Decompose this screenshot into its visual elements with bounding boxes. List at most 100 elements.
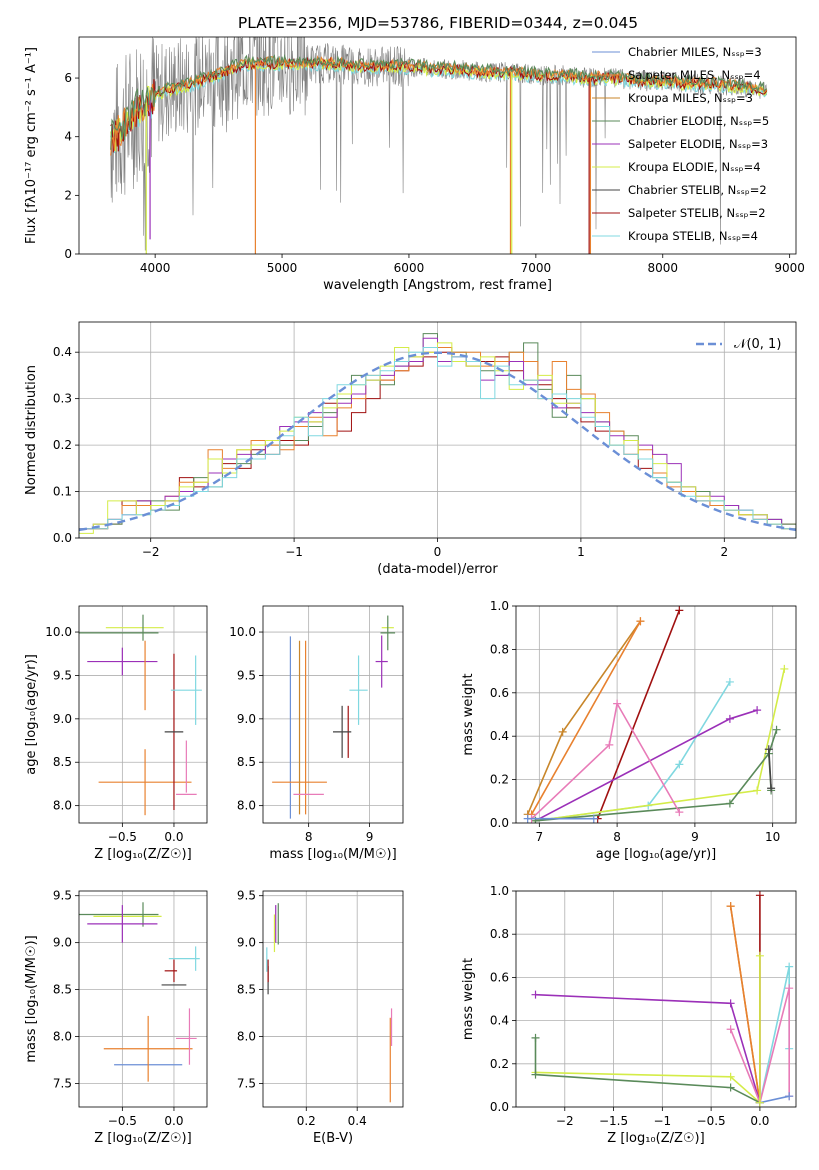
x-tick-label: 8 — [613, 830, 621, 844]
x-tick-label: −2 — [142, 545, 160, 559]
legend-label: Salpeter ELODIE, Nₛₛₚ=3 — [628, 137, 768, 151]
plus-marker — [726, 1025, 735, 1034]
figure-title: PLATE=2356, MJD=53786, FIBERID=0344, z=0… — [238, 14, 638, 32]
panel-spectrum: 4000 5000 6000 7000 8000 9000 0 2 4 6 wavelength [… — [24, 36, 805, 293]
x-tick-label: −0.5 — [697, 1114, 726, 1128]
x-tick-label: 9000 — [774, 261, 805, 275]
plus-marker — [558, 727, 567, 736]
plus-marker — [726, 902, 735, 911]
plus-marker — [755, 951, 764, 960]
mass-weight-series — [729, 988, 791, 1106]
y-tick-label: 8.5 — [237, 983, 256, 997]
plus-marker — [785, 1092, 794, 1101]
y-tick-label: 10.0 — [45, 625, 72, 639]
plus-marker — [636, 617, 645, 626]
plus-marker — [725, 799, 734, 808]
y-tick-label: 0 — [64, 247, 72, 261]
x-tick-label: 6000 — [394, 261, 425, 275]
x-tick-label: 0.0 — [164, 1114, 183, 1128]
plus-marker — [785, 962, 794, 971]
x-tick-label: −0.5 — [108, 1114, 137, 1128]
y-tick-label: 6 — [64, 71, 72, 85]
axes-frame — [78, 890, 208, 1108]
x-tick-label: 1 — [577, 545, 585, 559]
x-axis-label: Z [log₁₀(Z/Z☉)] — [94, 847, 191, 862]
legend-label: Chabrier ELODIE, Nₛₛₚ=5 — [628, 114, 769, 128]
x-tick-label: −1 — [653, 1114, 671, 1128]
y-tick-label: 9.5 — [53, 668, 72, 682]
y-tick-label: 0.2 — [53, 438, 72, 452]
plus-marker — [725, 677, 734, 686]
legend-label: Kroupa STELIB, Nₛₛₚ=4 — [628, 229, 758, 243]
x-tick-label: 0.2 — [297, 1114, 316, 1128]
x-tick-label: −1.5 — [599, 1114, 628, 1128]
x-axis-label: mass [log₁₀(M/M☉)] — [269, 847, 396, 862]
axes-frame — [262, 605, 404, 824]
panel-age_vs_Z: −0.5 0.0 8.0 8.5 9.0 9.5 10.0 Z [log₁₀(Z/Z☉)] ag… — [24, 605, 208, 862]
y-tick-label: 2 — [64, 188, 72, 202]
plus-marker — [531, 1070, 540, 1079]
plot-area — [266, 903, 393, 1103]
y-tick-label: 7.5 — [53, 1077, 72, 1091]
plot-area — [272, 615, 396, 819]
plus-marker — [753, 706, 762, 715]
plot-area — [110, 37, 768, 254]
mass-weight-series — [759, 1095, 790, 1104]
y-tick-label: 0.6 — [490, 970, 509, 984]
gaussian-curve — [79, 351, 796, 532]
plus-marker — [725, 714, 734, 723]
x-tick-label: 5000 — [267, 261, 298, 275]
plus-marker — [531, 1033, 540, 1042]
plot-area — [531, 891, 794, 1107]
plus-marker — [755, 1098, 764, 1107]
x-tick-label: 8000 — [647, 261, 678, 275]
legend-label: Kroupa ELODIE, Nₛₛₚ=4 — [628, 160, 761, 174]
axes-frame — [262, 890, 404, 1108]
x-tick-label: 2 — [720, 545, 728, 559]
mass-weight-series — [535, 668, 786, 822]
y-tick-label: 0.8 — [490, 642, 509, 656]
y-tick-label: 0.4 — [53, 345, 72, 359]
x-tick-label: 10 — [765, 830, 780, 844]
panel-massweight_vs_Z: −2 −1.5 −1 −0.5 0.0 0.0 0.2 0.4 0.6 0.8 1.0 Z [log₁… — [461, 884, 797, 1146]
axes-frame — [78, 36, 797, 255]
x-tick-label: 0.4 — [348, 1114, 367, 1128]
y-tick-label: 0.4 — [490, 729, 509, 743]
axes-frame — [78, 321, 797, 539]
legend-label: Chabrier STELIB, Nₛₛₚ=2 — [628, 183, 767, 197]
y-tick-label: 0.0 — [490, 1100, 509, 1114]
y-tick-label: 0.8 — [490, 927, 509, 941]
x-axis-label: Z [log₁₀(Z/Z☉)] — [94, 1131, 191, 1146]
x-tick-label: 9 — [691, 830, 699, 844]
x-axis-label: wavelength [Angstrom, rest frame] — [323, 278, 552, 293]
x-tick-label: 7 — [536, 830, 544, 844]
y-tick-label: 0.6 — [490, 686, 509, 700]
y-tick-label: 9.5 — [53, 889, 72, 903]
x-tick-label: 8 — [305, 830, 313, 844]
y-axis-label: age [log₁₀(age/yr)] — [24, 654, 39, 775]
y-tick-label: 7.5 — [237, 1077, 256, 1091]
plus-marker — [785, 984, 794, 993]
y-tick-label: 8.5 — [53, 755, 72, 769]
y-axis-label: mass weight — [461, 673, 476, 755]
x-tick-label: −2 — [556, 1114, 574, 1128]
mass-weight-series — [535, 729, 778, 822]
y-tick-label: 9.0 — [237, 936, 256, 950]
x-axis-label: age [log₁₀(age/yr)] — [596, 847, 717, 862]
y-tick-label: 0.0 — [490, 816, 509, 830]
panel-mass_vs_EBV: 0.2 0.4 7.5 8.0 8.5 9.0 9.5 E(B-V) — [237, 889, 404, 1146]
x-tick-label: 0.0 — [164, 830, 183, 844]
mass-weight-series — [531, 701, 680, 820]
mass-weight-series — [535, 681, 731, 822]
plus-marker — [589, 814, 598, 823]
axes-frame — [78, 605, 208, 824]
y-axis-label: mass weight — [461, 958, 476, 1040]
y-tick-label: 8.5 — [237, 755, 256, 769]
y-tick-label: 8.0 — [53, 799, 72, 813]
x-axis-label: E(B-V) — [313, 1131, 353, 1146]
y-tick-label: 0.2 — [490, 773, 509, 787]
plus-marker — [726, 1072, 735, 1081]
legend-label: Kroupa MILES, Nₛₛₚ=3 — [628, 91, 753, 105]
plus-marker — [605, 740, 614, 749]
